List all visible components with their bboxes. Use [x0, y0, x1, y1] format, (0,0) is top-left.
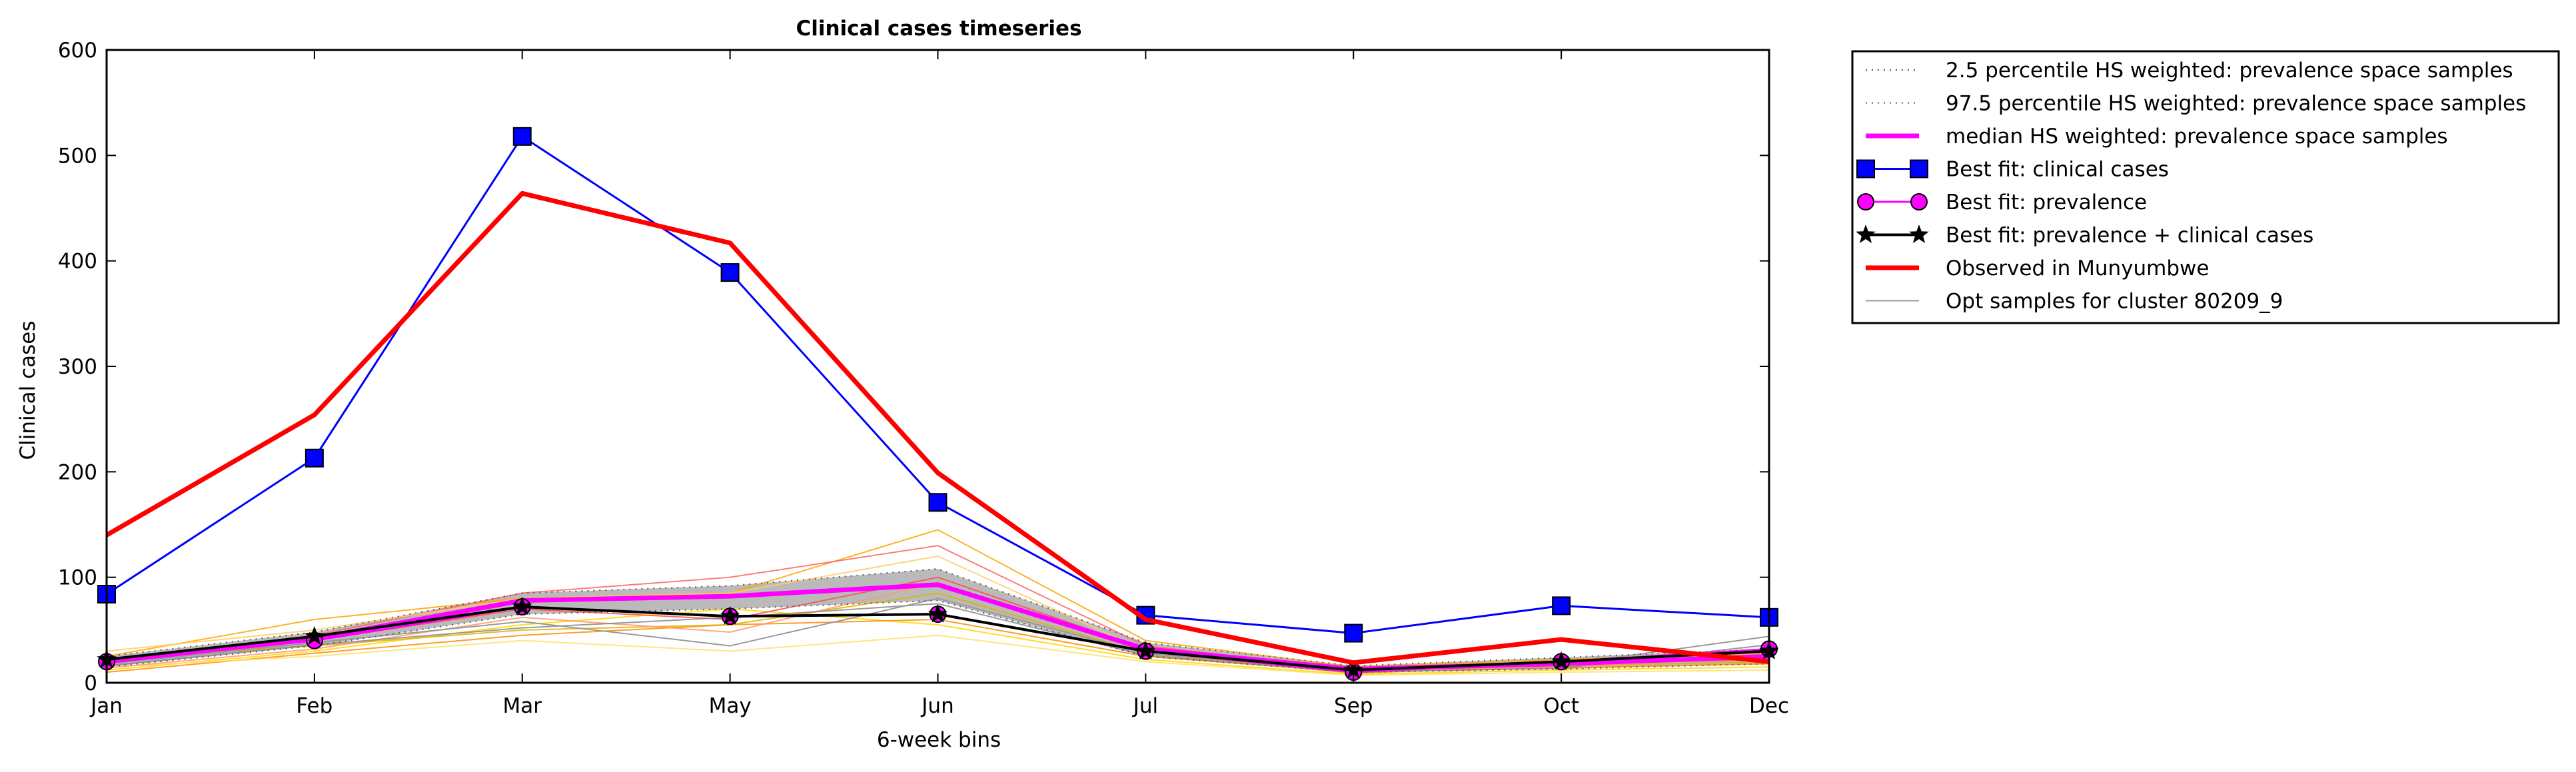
legend: 2.5 percentile HS weighted: prevalence s…: [1851, 50, 2560, 324]
series-5-point-1: [305, 625, 324, 645]
legend-marker-3-a: [1856, 159, 1875, 179]
sample-line-5: [106, 634, 1770, 676]
x-axis-label: 6-week bins: [877, 728, 1001, 752]
legend-label-4: Best fit: prevalence: [1946, 191, 2147, 214]
legend-label-0: 2.5 percentile HS weighted: prevalence s…: [1946, 59, 2513, 83]
legend-marker-3-b: [1910, 159, 1928, 179]
legend-marker-5-a: [1856, 224, 1876, 243]
y-tick-label-6: 600: [58, 39, 97, 63]
x-tick-label-4: Jun: [920, 694, 954, 718]
x-tick-label-5: Jul: [1132, 694, 1158, 718]
y-axis-label: Clinical cases: [16, 320, 40, 460]
legend-marker-4-b: [1910, 193, 1928, 210]
legend-frame: [1851, 50, 2560, 324]
x-tick-label-0: Jan: [89, 694, 123, 718]
series-5-point-2: [512, 596, 532, 615]
x-tick-label-6: Sep: [1334, 694, 1373, 718]
series-line-3: [106, 135, 1770, 635]
x-tick-label-1: Feb: [296, 694, 332, 718]
y-tick-label-5: 500: [58, 144, 97, 168]
legend-label-7: Opt samples for cluster 80209_9: [1946, 290, 2283, 314]
x-tick-label-3: May: [709, 694, 752, 718]
series-5-point-4: [928, 603, 948, 623]
series-3-point-7: [1552, 596, 1571, 615]
series-5-point-3: [720, 605, 740, 625]
plot-area: 0 100 200 300 400 500 600 Jan Feb Mar May Jun Jul Sep…: [58, 39, 1789, 718]
y-tick-label-2: 200: [58, 460, 97, 484]
series-3-point-1: [305, 448, 324, 468]
percentile-band: [107, 569, 1769, 673]
y-tick-label-0: 0: [84, 671, 97, 695]
sample-line-9: [106, 603, 1770, 673]
series-3-point-2: [512, 127, 532, 146]
series-line-6: [105, 191, 1770, 665]
series-3-point-6: [1344, 623, 1363, 643]
y-tick-label-3: 300: [58, 355, 97, 379]
sample-line-2: [106, 608, 1770, 675]
legend-marker-4-a: [1857, 193, 1874, 210]
legend-label-6: Observed in Munyumbwe: [1946, 256, 2209, 280]
chart-title: Clinical cases timeseries: [796, 17, 1081, 41]
sample-line-0: [106, 529, 1770, 668]
series-5-point-5: [1135, 641, 1156, 659]
y-tick-label-1: 100: [58, 566, 97, 590]
x-tick-label-2: Mar: [503, 694, 542, 718]
x-tick-label-8: Dec: [1749, 694, 1789, 718]
legend-label-5: Best fit: prevalence + clinical cases: [1946, 224, 2313, 248]
legend-label-3: Best fit: clinical cases: [1946, 158, 2169, 182]
y-tick-label-4: 400: [58, 250, 97, 274]
series-3-point-3: [720, 263, 740, 282]
legend-label-2: median HS weighted: prevalence space sam…: [1946, 125, 2448, 149]
legend-marker-5-b: [1909, 224, 1929, 243]
series-5-point-7: [1551, 651, 1571, 670]
series-3-point-4: [928, 493, 948, 512]
legend-label-1: 97.5 percentile HS weighted: prevalence …: [1946, 92, 2526, 116]
x-tick-label-7: Oct: [1543, 694, 1579, 718]
